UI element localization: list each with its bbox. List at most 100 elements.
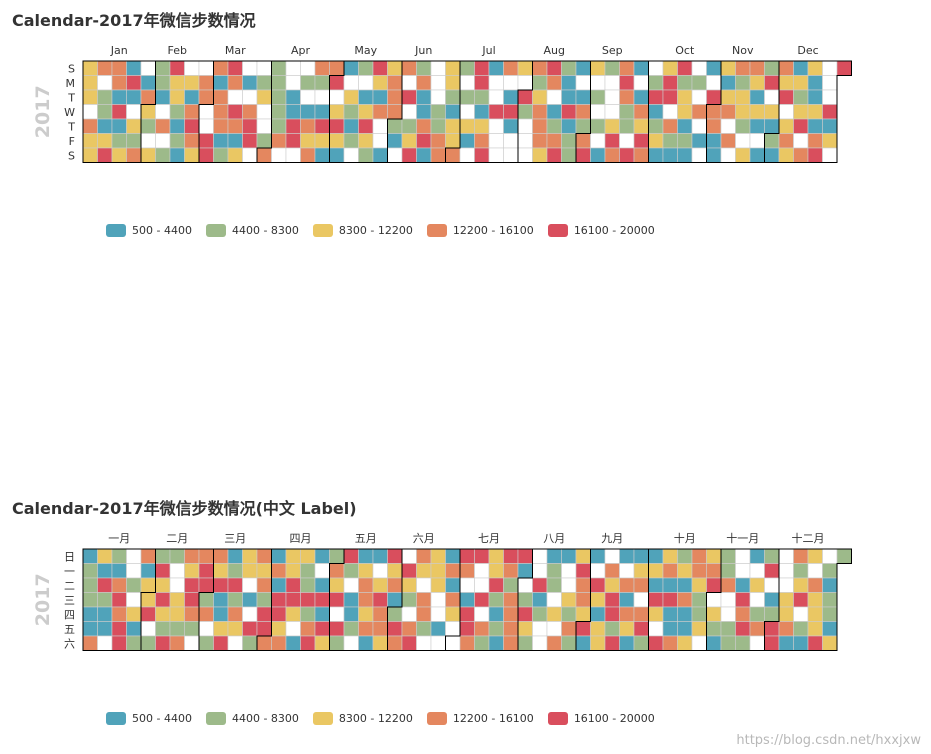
day-cell[interactable] [662,577,678,593]
day-cell[interactable] [793,563,809,579]
day-cell[interactable] [459,621,475,637]
day-cell[interactable] [256,577,272,593]
day-cell[interactable] [271,621,287,637]
day-cell[interactable] [517,104,533,120]
day-cell[interactable] [155,563,171,579]
day-cell[interactable] [488,621,504,637]
day-cell[interactable] [662,133,678,149]
day-cell[interactable] [314,118,330,134]
day-cell[interactable] [358,621,374,637]
day-cell[interactable] [648,118,664,134]
day-cell[interactable] [546,89,562,105]
day-cell[interactable] [184,133,200,149]
day-cell[interactable] [691,548,707,564]
day-cell[interactable] [764,548,780,564]
day-cell[interactable] [677,577,693,593]
day-cell[interactable] [488,75,504,91]
day-cell[interactable] [459,606,475,622]
day-cell[interactable] [300,635,316,651]
day-cell[interactable] [213,75,229,91]
day-cell[interactable] [590,147,606,163]
day-cell[interactable] [430,104,446,120]
day-cell[interactable] [256,60,272,76]
day-cell[interactable] [561,75,577,91]
day-cell[interactable] [256,118,272,134]
day-cell[interactable] [227,621,243,637]
day-cell[interactable] [300,104,316,120]
day-cell[interactable] [300,60,316,76]
day-cell[interactable] [329,635,345,651]
day-cell[interactable] [503,133,519,149]
day-cell[interactable] [735,133,751,149]
day-cell[interactable] [691,606,707,622]
day-cell[interactable] [387,548,403,564]
day-cell[interactable] [372,606,388,622]
day-cell[interactable] [256,104,272,120]
day-cell[interactable] [401,577,417,593]
day-cell[interactable] [807,563,823,579]
day-cell[interactable] [445,592,461,608]
day-cell[interactable] [155,104,171,120]
day-cell[interactable] [575,75,591,91]
day-cell[interactable] [619,577,635,593]
day-cell[interactable] [532,89,548,105]
day-cell[interactable] [401,621,417,637]
day-cell[interactable] [561,60,577,76]
day-cell[interactable] [126,621,142,637]
day-cell[interactable] [111,104,127,120]
day-cell[interactable] [445,147,461,163]
day-cell[interactable] [155,89,171,105]
day-cell[interactable] [474,104,490,120]
day-cell[interactable] [822,133,838,149]
day-cell[interactable] [532,563,548,579]
day-cell[interactable] [372,548,388,564]
day-cell[interactable] [97,606,113,622]
day-cell[interactable] [735,563,751,579]
day-cell[interactable] [517,75,533,91]
day-cell[interactable] [430,548,446,564]
day-cell[interactable] [604,75,620,91]
day-cell[interactable] [633,635,649,651]
day-cell[interactable] [126,89,142,105]
day-cell[interactable] [401,606,417,622]
day-cell[interactable] [314,60,330,76]
day-cell[interactable] [706,104,722,120]
day-cell[interactable] [561,104,577,120]
day-cell[interactable] [358,60,374,76]
day-cell[interactable] [604,133,620,149]
day-cell[interactable] [517,89,533,105]
day-cell[interactable] [503,563,519,579]
day-cell[interactable] [140,60,156,76]
day-cell[interactable] [387,621,403,637]
day-cell[interactable] [749,75,765,91]
day-cell[interactable] [387,133,403,149]
day-cell[interactable] [111,60,127,76]
day-cell[interactable] [517,563,533,579]
day-cell[interactable] [517,60,533,76]
day-cell[interactable] [155,592,171,608]
day-cell[interactable] [503,635,519,651]
day-cell[interactable] [401,563,417,579]
day-cell[interactable] [532,147,548,163]
day-cell[interactable] [314,75,330,91]
day-cell[interactable] [604,621,620,637]
day-cell[interactable] [445,133,461,149]
day-cell[interactable] [285,118,301,134]
day-cell[interactable] [416,104,432,120]
day-cell[interactable] [488,563,504,579]
day-cell[interactable] [793,621,809,637]
day-cell[interactable] [459,118,475,134]
day-cell[interactable] [401,548,417,564]
day-cell[interactable] [372,104,388,120]
day-cell[interactable] [474,635,490,651]
day-cell[interactable] [648,606,664,622]
day-cell[interactable] [430,118,446,134]
day-cell[interactable] [807,147,823,163]
day-cell[interactable] [430,89,446,105]
day-cell[interactable] [749,147,765,163]
day-cell[interactable] [140,606,156,622]
day-cell[interactable] [271,89,287,105]
day-cell[interactable] [517,606,533,622]
day-cell[interactable] [169,563,185,579]
day-cell[interactable] [140,635,156,651]
